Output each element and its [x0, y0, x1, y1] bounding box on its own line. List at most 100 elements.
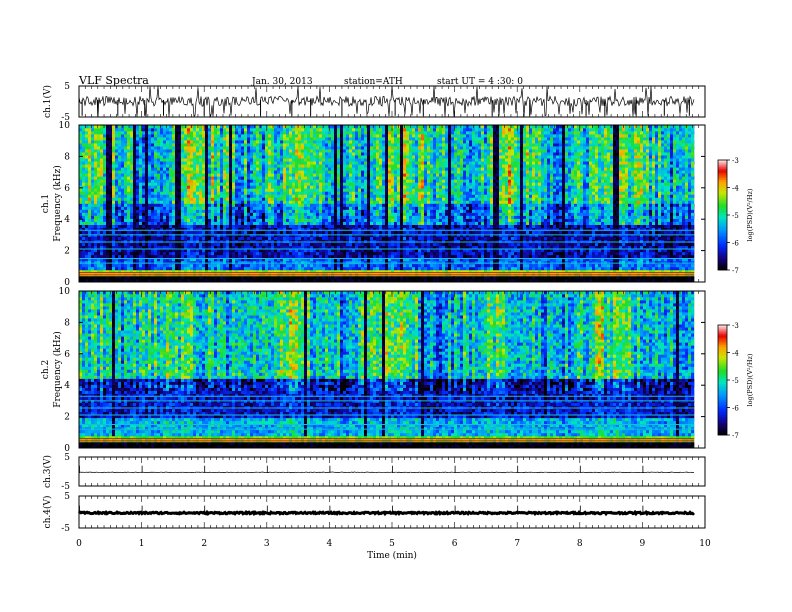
spectrogram-cell	[199, 185, 203, 189]
spectrogram-cell	[259, 242, 263, 247]
spectrogram-cell	[310, 212, 314, 216]
spectrogram-cell	[94, 224, 98, 228]
spectrogram-cell	[295, 191, 299, 195]
spectrogram-cell	[283, 245, 287, 250]
spectrogram-cell	[256, 239, 260, 244]
spectrogram-cell	[100, 191, 104, 195]
spectrogram-cell	[244, 266, 248, 271]
spectrogram-cell	[103, 179, 107, 183]
spectrogram-cell	[82, 275, 86, 280]
spectrogram-cell	[217, 134, 221, 138]
spectrogram-cell	[301, 182, 305, 186]
spectrogram-cell	[115, 158, 119, 162]
spectrogram-cell	[115, 167, 119, 171]
spectrogram-cell	[178, 239, 182, 244]
spectrogram-cell	[121, 266, 125, 271]
spectrogram-cell	[181, 149, 185, 153]
spectrogram-cell	[223, 242, 227, 247]
spectrogram-cell	[208, 131, 212, 135]
spectrogram-cell	[112, 170, 116, 174]
spectrogram-cell	[289, 128, 293, 132]
spectrogram-cell	[103, 266, 107, 271]
spectrogram-cell	[259, 230, 263, 234]
spectrogram-cell	[217, 257, 221, 262]
spectrogram-cell	[241, 155, 245, 159]
spectrogram-cell	[253, 269, 257, 274]
spectrogram-cell	[202, 239, 206, 244]
spectrogram-cell	[295, 128, 299, 132]
spectrogram-cell	[304, 278, 308, 283]
spectrogram-cell	[346, 173, 350, 177]
spectrogram-cell	[310, 263, 314, 268]
spectrogram-cell	[340, 152, 344, 156]
spectrogram-cell	[295, 158, 299, 162]
spectrogram-cell	[169, 242, 173, 247]
spectrogram-cell	[148, 206, 152, 210]
spectrogram-cell	[232, 146, 236, 150]
spectrogram-cell	[274, 149, 278, 153]
spectrogram-cell	[322, 155, 326, 159]
spectrogram-cell	[121, 200, 125, 204]
spectrogram-cell	[163, 251, 167, 256]
spectrogram-cell	[316, 167, 320, 171]
spectrogram-cell	[157, 194, 161, 198]
spectrogram-cell	[100, 134, 104, 138]
spectrogram-cell	[274, 242, 278, 247]
spectrogram-cell	[103, 278, 107, 283]
spectrogram-cell	[166, 197, 170, 201]
spectrogram-cell	[277, 218, 281, 222]
spectrogram-cell	[157, 245, 161, 250]
spectrogram-cell	[322, 185, 326, 189]
spectrogram-cell	[256, 275, 260, 280]
spectrogram-cell	[343, 158, 347, 162]
spectrogram-cell	[130, 266, 134, 271]
spectrogram-cell	[229, 194, 233, 198]
spectrogram-cell	[307, 224, 311, 228]
spectrogram-cell	[130, 203, 134, 207]
spectrogram-cell	[145, 266, 149, 271]
spectrogram-cell	[247, 146, 251, 150]
spectrogram-cell	[319, 254, 323, 259]
spectrogram-cell	[289, 167, 293, 171]
spectrogram-cell	[154, 155, 158, 159]
spectrogram-cell	[109, 200, 113, 204]
spectrogram-cell	[244, 224, 248, 228]
spectrogram-cell	[103, 248, 107, 253]
spectrogram-cell	[277, 242, 281, 247]
spectrogram-cell	[109, 260, 113, 265]
spectrogram-cell	[271, 260, 275, 265]
spectrogram-cell	[181, 140, 185, 144]
spectrogram-cell	[106, 134, 110, 138]
spectrogram-cell	[136, 269, 140, 274]
spectrogram-cell	[211, 230, 215, 234]
spectrogram-cell	[223, 263, 227, 268]
spectrogram-cell	[79, 278, 83, 283]
spectrogram-cell	[157, 158, 161, 162]
spectrogram-cell	[220, 275, 224, 280]
spectrogram-cell	[289, 248, 293, 253]
spectrogram-cell	[94, 140, 98, 144]
spectrogram-cell	[229, 239, 233, 244]
spectrogram-cell	[139, 164, 143, 168]
spectrogram-cell	[331, 278, 335, 283]
spectrogram-cell	[262, 260, 266, 265]
spectrogram-cell	[178, 170, 182, 174]
spectrogram-cell	[334, 164, 338, 168]
spectrogram-cell	[79, 239, 83, 244]
spectrogram-cell	[181, 131, 185, 135]
spectrogram-cell	[277, 194, 281, 198]
spectrogram-cell	[319, 200, 323, 204]
spectrogram-cell	[181, 182, 185, 186]
spectrogram-cell	[106, 209, 110, 213]
spectrogram-cell	[136, 161, 140, 165]
spectrogram-cell	[172, 149, 176, 153]
spectrogram-cell	[85, 131, 89, 135]
spectrogram-cell	[301, 257, 305, 262]
spectrogram-cell	[202, 245, 206, 250]
spectrogram-cell	[232, 131, 236, 135]
spectrogram-cell	[178, 128, 182, 132]
spectrogram-cell	[178, 257, 182, 262]
spectrogram-cell	[133, 212, 137, 216]
spectrogram-cell	[88, 140, 92, 144]
spectrogram-cell	[202, 143, 206, 147]
